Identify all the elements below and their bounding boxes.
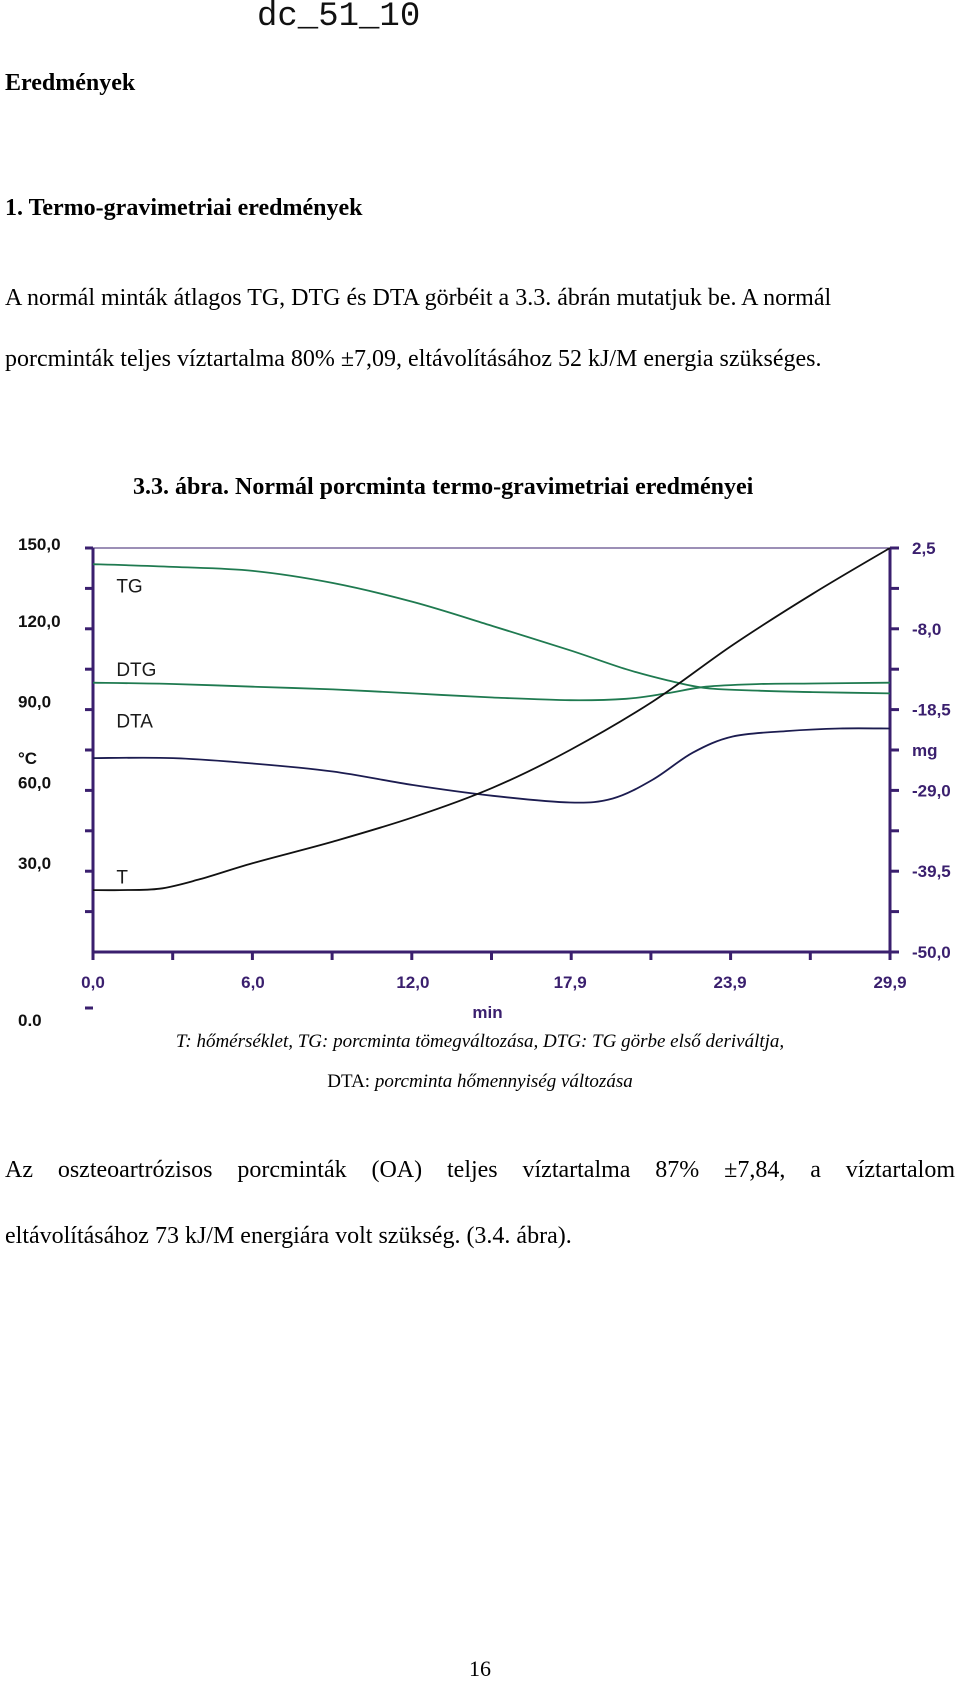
paragraph1-line1: A normál minták átlagos TG, DTG és DTA g… — [5, 285, 832, 311]
right-tick-label: -39,5 — [912, 862, 951, 881]
document-id: dc_51_10 — [257, 0, 421, 36]
right-tick-label: -29,0 — [912, 781, 951, 800]
paragraph2-line1: Az oszteoartrózisos porcminták (OA) telj… — [5, 1157, 955, 1183]
figure-title: 3.3. ábra. Normál porcminta termo-gravim… — [133, 474, 754, 500]
curve-label-tg: TG — [116, 577, 142, 598]
series-line-tg — [92, 563, 891, 695]
x-tick-label: 12,0 — [396, 973, 429, 992]
left-tick-label: 120,0 — [18, 612, 61, 631]
curve-label-dta: DTA — [116, 711, 153, 732]
x-tick-label: 23,9 — [714, 973, 747, 992]
x-tick-label: 17,9 — [554, 973, 587, 992]
left-tick-label: 0,0 — [18, 1011, 42, 1026]
page-number: 16 — [469, 1656, 491, 1681]
right-axis-unit-label: mg — [912, 741, 938, 760]
right-tick-label: 2,5 — [912, 539, 936, 558]
section-title: 1. Termo-gravimetriai eredmények — [5, 195, 363, 221]
curve-label-t: T — [116, 868, 128, 889]
caption-dta-label: DTA: — [327, 1071, 371, 1092]
heading-eredmenyek: Eredmények — [5, 70, 136, 96]
left-axis-unit-label: °C — [18, 749, 37, 768]
right-tick-label: -8,0 — [912, 620, 941, 639]
left-tick-label: 60,0 — [18, 773, 51, 792]
left-tick-label: 90,0 — [18, 693, 51, 712]
x-tick-label: 6,0 — [241, 973, 265, 992]
left-tick-label: 150,0 — [18, 536, 61, 554]
curve-label-dtg: DTG — [116, 660, 156, 681]
right-tick-label: -50,0 — [912, 943, 951, 962]
right-tick-label: -18,5 — [912, 701, 951, 720]
caption-dta-description: porcminta hőmennyiség változása — [370, 1071, 633, 1092]
x-axis-label: min — [472, 1003, 502, 1022]
series-line-dtg — [92, 681, 891, 702]
tg-dtg-dta-chart: 0,0 30,0 60,0 90,0 120,0 150,0 °C 2,5 -8,0 -18,5 -… — [18, 536, 951, 1026]
series-line-dta — [92, 727, 891, 804]
figure-caption-line1: T: hőmérséklet, TG: porcminta tömegválto… — [175, 1031, 785, 1052]
paragraph2-line2: eltávolításához 73 kJ/M energiára volt s… — [5, 1223, 572, 1249]
paragraph1-line2: porcminták teljes víztartalma 80% ±7,09,… — [5, 346, 822, 372]
series-line-t — [92, 547, 891, 892]
figure-caption-line2: DTA: porcminta hőmennyiség változása — [0, 1071, 960, 1093]
left-tick-label: 30,0 — [18, 854, 51, 873]
x-tick-label: 0,0 — [81, 973, 105, 992]
x-tick-label: 29,9 — [873, 973, 906, 992]
